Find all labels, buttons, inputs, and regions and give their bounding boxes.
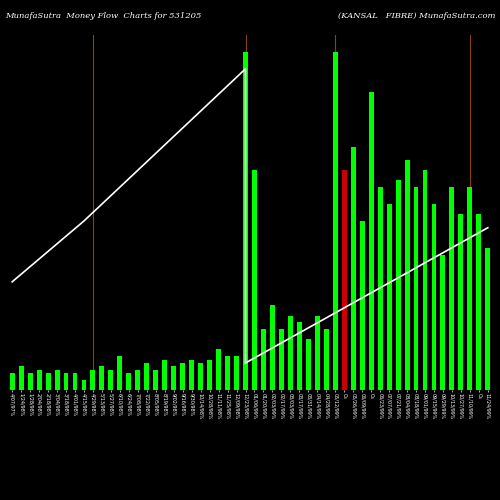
Bar [180, 363, 185, 390]
Text: (KANSAL   FIBRE) MunafaSutra.com: (KANSAL FIBRE) MunafaSutra.com [338, 12, 495, 20]
Bar [198, 363, 203, 390]
Bar [468, 187, 472, 390]
Bar [10, 373, 14, 390]
Bar [36, 370, 42, 390]
Bar [279, 329, 284, 390]
Bar [46, 373, 51, 390]
Bar [90, 370, 96, 390]
Bar [144, 363, 150, 390]
Bar [432, 204, 436, 390]
Bar [118, 356, 122, 390]
Bar [270, 306, 275, 390]
Bar [476, 214, 482, 390]
Bar [422, 170, 428, 390]
Bar [64, 373, 68, 390]
Bar [54, 370, 60, 390]
Bar [243, 52, 248, 390]
Bar [378, 187, 382, 390]
Bar [234, 356, 239, 390]
Bar [216, 350, 221, 390]
Bar [404, 160, 409, 390]
Bar [360, 221, 364, 390]
Bar [72, 373, 78, 390]
Bar [440, 255, 446, 390]
Bar [368, 92, 374, 390]
Bar [315, 316, 320, 390]
Bar [108, 370, 114, 390]
Bar [324, 329, 329, 390]
Bar [162, 360, 167, 390]
Bar [414, 187, 418, 390]
Bar [450, 187, 454, 390]
Bar [207, 360, 212, 390]
Bar [28, 373, 32, 390]
Bar [136, 370, 140, 390]
Bar [297, 322, 302, 390]
Bar [288, 316, 293, 390]
Bar [100, 366, 104, 390]
Bar [342, 170, 346, 390]
Bar [458, 214, 464, 390]
Bar [306, 340, 311, 390]
Bar [126, 373, 132, 390]
Bar [486, 248, 490, 390]
Text: MunafaSutra  Money Flow  Charts for 531205: MunafaSutra Money Flow Charts for 531205 [5, 12, 202, 20]
Bar [82, 380, 86, 390]
Bar [189, 360, 194, 390]
Bar [333, 52, 338, 390]
Bar [154, 370, 158, 390]
Bar [172, 366, 176, 390]
Bar [252, 170, 257, 390]
Bar [261, 329, 266, 390]
Bar [225, 356, 230, 390]
Bar [18, 366, 24, 390]
Bar [350, 146, 356, 390]
Bar [386, 204, 392, 390]
Bar [396, 180, 400, 390]
